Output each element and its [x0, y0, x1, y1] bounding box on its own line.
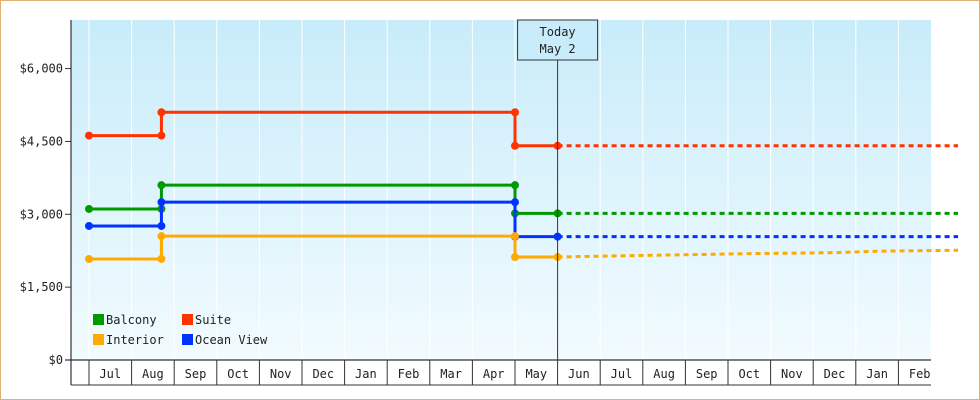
series-line-balcony	[89, 183, 558, 215]
y-tick-label: $1,500	[20, 280, 63, 294]
legend-swatch-balcony	[93, 314, 104, 325]
legend: Balcony Suite Interior Ocean View	[93, 313, 268, 347]
y-tick-label: $3,000	[20, 207, 63, 221]
x-tick-label: Mar	[440, 367, 462, 381]
series-suite	[85, 108, 959, 150]
series-line-ocean-view	[89, 200, 558, 239]
today-box	[517, 19, 599, 61]
x-tick-label: Jan	[866, 367, 888, 381]
x-tick-label: Aug	[142, 367, 164, 381]
y-tick-label: $0	[49, 353, 63, 367]
data-point	[511, 108, 519, 117]
series-forecast-interior	[557, 248, 959, 259]
series-line-interior	[89, 234, 558, 261]
data-point	[157, 108, 166, 117]
legend-label-interior: Interior	[106, 333, 164, 347]
data-point	[511, 181, 519, 190]
data-point	[511, 253, 519, 262]
x-tick-label: May	[525, 367, 547, 381]
data-point	[85, 131, 93, 140]
series-layer	[85, 108, 959, 263]
today-date: May 2	[540, 42, 576, 56]
legend-label-balcony: Balcony	[106, 313, 157, 327]
data-point	[511, 232, 519, 241]
x-tick-label: Aug	[653, 367, 675, 381]
x-tick-label: Apr	[483, 367, 505, 381]
x-tick-label: Oct	[227, 367, 249, 381]
data-point	[157, 181, 166, 190]
data-point	[157, 254, 166, 263]
data-point	[85, 221, 93, 230]
data-point	[85, 254, 93, 263]
data-point	[157, 232, 166, 241]
series-line-suite	[89, 110, 558, 148]
x-tick-label: Feb	[909, 367, 931, 381]
x-tick-label: Sep	[696, 367, 718, 381]
today-label: Today	[540, 25, 576, 39]
axes: $0 $1,500 $3,000 $4,500 $6,000 Jul Aug Sep Oct No…	[20, 20, 931, 386]
x-tick-label: Nov	[270, 367, 292, 381]
data-point	[85, 204, 93, 213]
legend-swatch-suite	[182, 314, 193, 325]
x-tick-label: Sep	[185, 367, 207, 381]
x-tick-label: Oct	[738, 367, 760, 381]
y-tick-label: $4,500	[20, 134, 63, 148]
x-tick-label: Jun	[568, 367, 590, 381]
data-point	[157, 131, 166, 140]
series-interior	[85, 232, 959, 263]
plot-background	[71, 20, 931, 360]
y-tick-label: $6,000	[20, 62, 63, 76]
x-tick-label: Dec	[824, 367, 846, 381]
data-point	[511, 141, 519, 150]
x-tick-label: Jul	[611, 367, 633, 381]
x-tick-label: Feb	[398, 367, 420, 381]
legend-label-suite: Suite	[195, 313, 231, 327]
legend-swatch-ocean-view	[182, 334, 193, 345]
x-tick-label: Dec	[312, 367, 334, 381]
data-point	[511, 198, 519, 207]
x-tick-label: Nov	[781, 367, 803, 381]
x-tick-label: Jan	[355, 367, 377, 381]
series-ocean-view	[85, 198, 959, 241]
legend-label-ocean-view: Ocean View	[195, 333, 268, 347]
legend-swatch-interior	[93, 334, 104, 345]
x-tick-label: Jul	[99, 367, 121, 381]
data-point	[157, 198, 166, 207]
data-point	[157, 221, 166, 230]
today-marker: Today May 2	[517, 19, 599, 360]
